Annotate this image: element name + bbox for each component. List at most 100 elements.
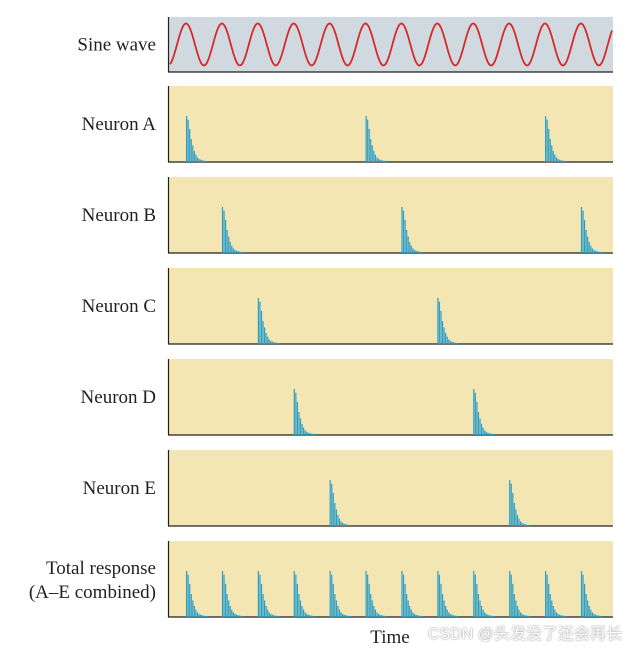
spike-bar xyxy=(382,615,384,617)
spike-bar xyxy=(401,207,403,253)
spike-bar xyxy=(379,614,381,617)
spike-bar xyxy=(493,434,495,435)
spike-bar xyxy=(187,119,189,162)
spike-bar xyxy=(524,615,526,617)
spike-bar xyxy=(368,128,370,162)
spike-bar xyxy=(593,613,595,617)
spike-bar xyxy=(276,342,278,344)
spike-bar xyxy=(415,614,417,617)
spike-bar xyxy=(457,616,459,617)
spike-bar xyxy=(349,616,351,617)
spike-bar xyxy=(588,605,590,617)
spike-bar xyxy=(376,612,378,617)
spike-bar xyxy=(229,605,231,617)
spike-burst xyxy=(437,571,459,617)
spike-bar xyxy=(190,139,192,162)
spike-bar xyxy=(329,571,331,617)
spike-bar xyxy=(223,574,225,617)
watermark: CSDN @头发没了还会再长 xyxy=(427,626,622,643)
spike-bar xyxy=(340,612,342,617)
spike-bar xyxy=(545,116,547,162)
spike-bar xyxy=(443,327,445,344)
spike-bar xyxy=(554,609,556,617)
spike-bar xyxy=(585,594,587,617)
spike-bar xyxy=(549,594,551,617)
spike-bar xyxy=(440,583,442,617)
spike-bar xyxy=(377,158,380,162)
spike-bar xyxy=(413,249,415,253)
spike-bar xyxy=(455,342,458,344)
spike-burst xyxy=(186,571,208,617)
spike-bar xyxy=(476,401,478,435)
spike-bar xyxy=(401,571,403,617)
spike-bar xyxy=(274,342,277,344)
spike-bar xyxy=(307,432,309,435)
spike-bar xyxy=(584,219,586,253)
spike-bar xyxy=(277,343,280,344)
spike-bar xyxy=(334,594,336,617)
spike-burst xyxy=(401,207,423,253)
spike-burst xyxy=(473,389,495,435)
spike-bar xyxy=(523,614,525,617)
spike-bar xyxy=(309,615,311,617)
spike-bar xyxy=(381,160,383,162)
spike-bar xyxy=(565,616,567,617)
spike-bar xyxy=(264,600,266,617)
spike-bar xyxy=(409,605,411,617)
spike-bar xyxy=(310,433,312,435)
spike-bar xyxy=(597,615,600,617)
spike-bar xyxy=(513,594,515,617)
spike-bar xyxy=(585,230,587,253)
spike-bar xyxy=(441,594,444,617)
spike-bar xyxy=(276,615,278,617)
spike-bar xyxy=(451,341,453,344)
spike-bar xyxy=(240,615,242,617)
spike-bar xyxy=(510,574,512,617)
spike-bar xyxy=(201,160,203,162)
spike-bar xyxy=(342,613,344,617)
spike-bar xyxy=(293,389,295,435)
spike-bar xyxy=(337,605,339,617)
spike-bar xyxy=(563,160,565,162)
spike-bar xyxy=(346,615,348,617)
spike-bar xyxy=(228,600,230,617)
panel-background xyxy=(168,177,613,253)
spike-bar xyxy=(485,431,487,435)
spike-bar xyxy=(368,583,370,617)
spike-bar xyxy=(477,594,480,617)
row-label: Neuron B xyxy=(82,205,156,226)
spike-bar xyxy=(242,616,244,617)
spike-bar xyxy=(376,157,378,162)
spike-bar xyxy=(402,574,405,617)
spike-bar xyxy=(335,509,337,526)
spike-bar xyxy=(370,594,372,617)
spike-bar xyxy=(312,433,314,435)
spike-bar xyxy=(560,615,562,617)
spike-bar xyxy=(228,236,230,253)
spike-bar xyxy=(521,613,523,617)
spike-bar xyxy=(454,342,456,344)
spike-bar xyxy=(268,339,270,344)
spike-bar xyxy=(446,609,448,617)
panel-background xyxy=(168,268,613,344)
spike-bar xyxy=(473,389,475,435)
spike-burst xyxy=(293,389,316,435)
spike-bar xyxy=(480,605,483,617)
spike-bar xyxy=(348,615,350,617)
row-neuron-c: Neuron C xyxy=(82,268,613,345)
spike-bar xyxy=(332,583,334,617)
row-neuron-d: Neuron D xyxy=(81,359,613,436)
spike-bar xyxy=(488,433,490,435)
spike-bar xyxy=(306,431,308,435)
spike-bar xyxy=(298,412,300,435)
spike-burst xyxy=(545,116,567,162)
row-label: Neuron E xyxy=(83,478,156,499)
spike-bar xyxy=(370,139,372,162)
spike-bar xyxy=(379,159,381,162)
spike-bar xyxy=(416,251,419,253)
spike-bar xyxy=(299,418,302,435)
spike-bar xyxy=(479,600,481,617)
spike-bar xyxy=(421,616,423,617)
spike-bar xyxy=(196,157,199,162)
spike-bar xyxy=(406,594,408,617)
